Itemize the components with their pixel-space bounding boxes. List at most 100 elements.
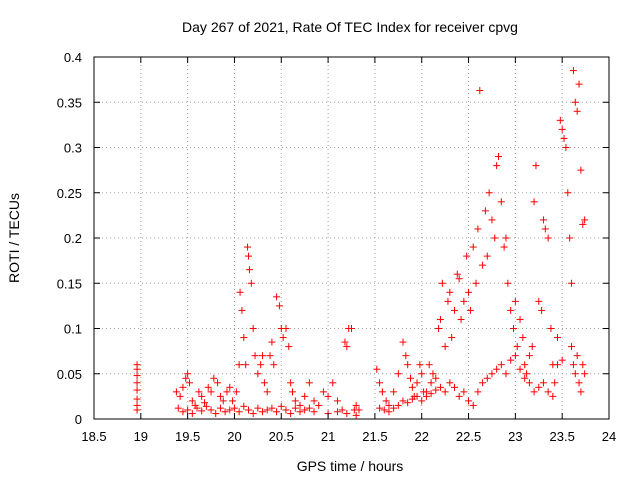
data-point xyxy=(549,392,557,400)
y-tick-label: 0 xyxy=(75,412,82,427)
data-point xyxy=(216,404,224,412)
data-point xyxy=(221,408,229,416)
data-point xyxy=(268,338,276,346)
data-point xyxy=(236,288,244,296)
data-point xyxy=(174,404,182,412)
data-point xyxy=(551,379,559,387)
data-point xyxy=(373,365,381,373)
data-point xyxy=(235,408,243,416)
x-tick-label: 20 xyxy=(227,429,241,444)
data-point xyxy=(547,325,555,332)
data-point xyxy=(296,401,304,409)
data-point xyxy=(273,293,281,301)
data-point xyxy=(519,334,527,342)
data-point xyxy=(502,234,510,242)
data-point xyxy=(376,379,384,387)
data-point xyxy=(579,361,587,369)
data-point xyxy=(315,401,323,409)
data-point xyxy=(483,374,491,382)
data-point xyxy=(249,410,257,418)
data-point xyxy=(394,401,402,409)
data-point xyxy=(448,334,456,342)
data-point xyxy=(479,261,487,269)
data-point xyxy=(539,379,547,387)
data-point xyxy=(418,397,426,405)
data-point xyxy=(521,374,529,382)
data-point xyxy=(413,392,421,400)
data-point xyxy=(338,406,346,414)
data-point xyxy=(528,343,536,351)
data-point xyxy=(507,306,515,314)
data-point xyxy=(556,116,564,124)
data-point xyxy=(247,279,255,287)
data-point xyxy=(186,379,194,387)
data-point xyxy=(352,401,360,409)
data-point xyxy=(523,370,531,378)
data-point xyxy=(402,352,410,360)
data-point xyxy=(240,402,248,410)
data-point xyxy=(441,388,449,396)
data-point xyxy=(355,406,363,414)
data-point xyxy=(404,399,412,407)
data-point xyxy=(493,365,501,373)
x-tick-label: 20.5 xyxy=(269,429,294,444)
data-point xyxy=(341,338,349,346)
data-point xyxy=(291,404,299,412)
y-axis-ticks: 0 0.05 0.1 0.15 0.2 0.25 0.3 0.35 0.4 xyxy=(57,50,609,427)
data-point xyxy=(319,388,327,396)
data-point xyxy=(469,243,477,251)
data-point xyxy=(172,388,180,396)
data-point xyxy=(538,306,546,314)
data-point xyxy=(446,379,454,387)
data-point xyxy=(179,383,187,391)
data-point xyxy=(184,370,192,378)
data-point xyxy=(558,125,566,133)
data-point xyxy=(530,388,538,396)
data-point xyxy=(232,388,240,396)
data-point xyxy=(427,379,435,387)
data-point xyxy=(488,216,496,224)
data-point xyxy=(251,352,259,360)
data-point xyxy=(504,279,512,287)
data-point xyxy=(266,352,274,360)
data-point xyxy=(509,325,517,332)
data-point xyxy=(558,356,566,364)
data-point xyxy=(568,279,576,287)
data-point xyxy=(530,198,538,206)
data-point xyxy=(195,388,203,396)
data-point xyxy=(460,388,468,396)
data-point xyxy=(133,365,141,373)
data-point xyxy=(463,252,471,260)
data-point xyxy=(214,379,222,387)
data-point xyxy=(287,379,295,387)
data-point xyxy=(245,266,253,274)
data-point xyxy=(133,406,141,414)
data-point xyxy=(212,410,220,418)
data-point xyxy=(460,297,468,305)
data-point xyxy=(176,392,184,400)
data-point xyxy=(573,107,581,115)
x-tick-label: 19 xyxy=(134,429,148,444)
data-point xyxy=(465,397,473,405)
data-point xyxy=(432,374,440,382)
data-point xyxy=(511,352,519,360)
y-tick-label: 0.3 xyxy=(64,141,82,156)
x-tick-label: 23.5 xyxy=(550,429,575,444)
data-point xyxy=(289,388,297,396)
data-point xyxy=(581,370,589,378)
data-point xyxy=(193,404,201,412)
x-tick-label: 23 xyxy=(508,429,522,444)
data-point xyxy=(408,395,416,403)
data-point xyxy=(385,408,393,416)
data-point xyxy=(223,388,231,396)
data-point xyxy=(310,408,318,416)
data-point xyxy=(577,388,585,396)
data-point xyxy=(200,399,208,407)
data-point xyxy=(273,408,281,416)
data-point xyxy=(444,297,452,305)
data-point xyxy=(245,406,252,414)
data-point xyxy=(422,388,430,396)
data-point xyxy=(539,216,547,224)
data-point xyxy=(226,406,234,414)
